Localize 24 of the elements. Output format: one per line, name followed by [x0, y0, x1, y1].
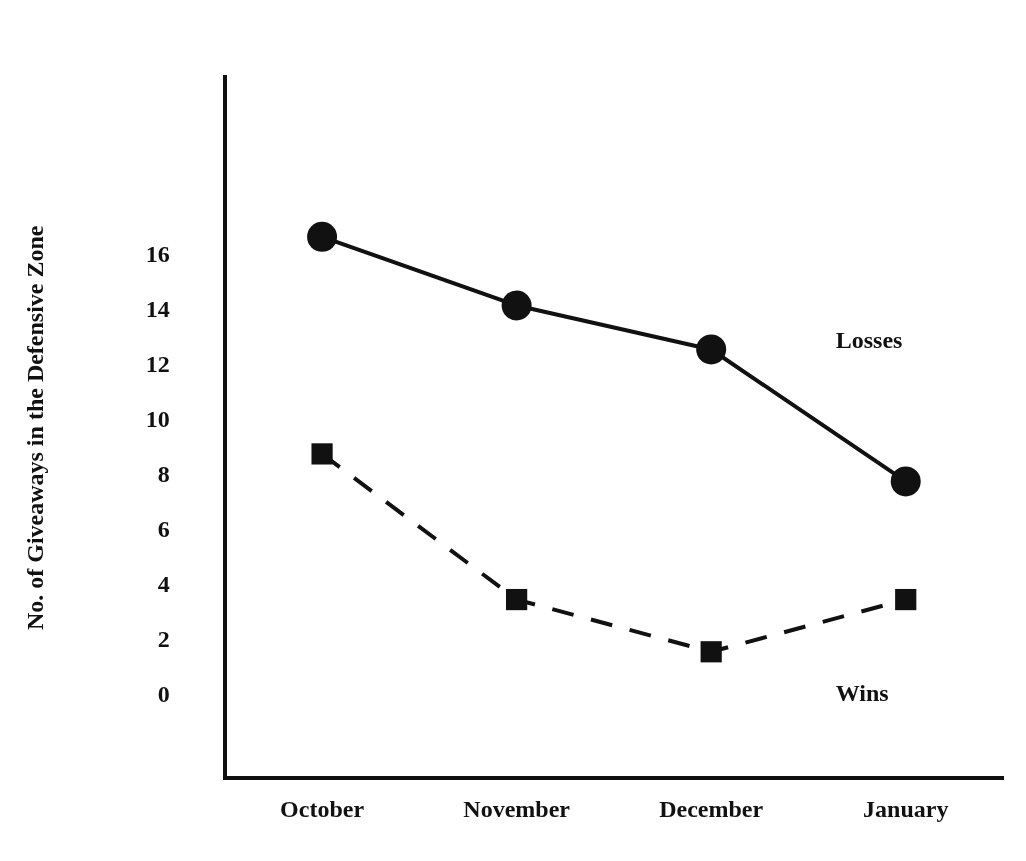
y-tick-label: 14 — [145, 296, 170, 323]
y-tick-label: 2 — [157, 625, 170, 652]
y-tick-label: 10 — [145, 406, 170, 433]
y-tick-label: 8 — [157, 461, 170, 488]
x-tick-label: December — [659, 795, 764, 822]
text: Losses — [835, 326, 903, 353]
y-tick-label: 6 — [157, 516, 170, 543]
y-axis-title: No. of Giveaways in the Defensive Zone — [21, 225, 48, 631]
point — [506, 588, 528, 611]
point — [700, 641, 722, 663]
point — [696, 334, 727, 365]
y-tick-label: 16 — [145, 241, 170, 268]
x-tick-label: October — [280, 795, 365, 822]
y-tick-label: 0 — [157, 680, 170, 707]
x-tick-label: November — [463, 795, 571, 822]
point — [311, 443, 333, 465]
x-tick-label: January — [863, 795, 949, 822]
point — [890, 466, 921, 497]
y-tick-label: 12 — [145, 351, 170, 378]
point — [501, 290, 532, 321]
y-tick-label: 4 — [157, 571, 170, 598]
point — [895, 588, 917, 611]
text: Wins — [835, 679, 889, 706]
point — [307, 221, 338, 252]
